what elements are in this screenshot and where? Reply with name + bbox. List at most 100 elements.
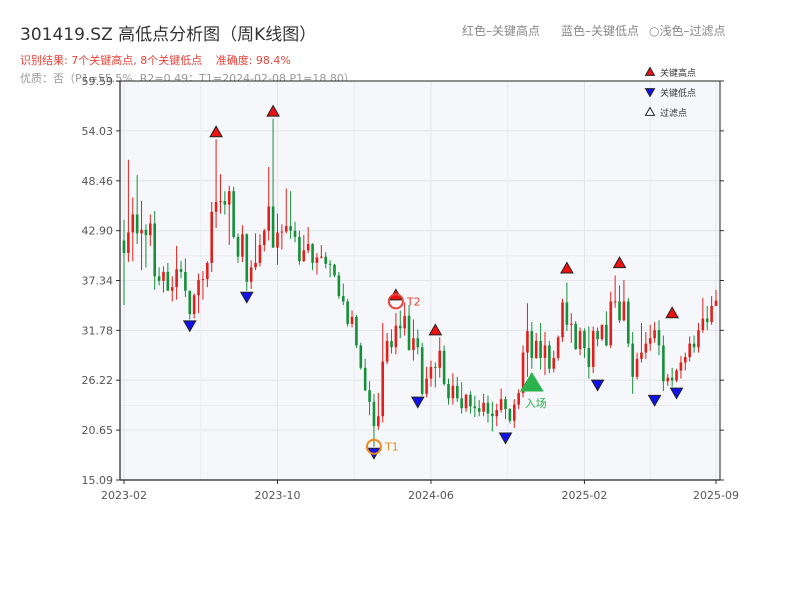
candle	[561, 298, 564, 342]
legend-filtered-light: ○浅色–过滤点	[649, 24, 726, 38]
candle	[280, 224, 284, 250]
candle	[166, 262, 170, 291]
candle	[486, 395, 490, 423]
candle-body	[574, 323, 577, 350]
candle	[526, 303, 529, 377]
candle-body	[197, 279, 200, 296]
candle-body	[688, 343, 691, 358]
candle	[447, 378, 450, 405]
candle	[587, 326, 591, 379]
candle-body	[245, 234, 249, 282]
candle	[473, 395, 477, 418]
candle	[293, 221, 297, 243]
candle	[565, 282, 569, 332]
candle-body	[714, 300, 718, 306]
candle	[394, 313, 398, 355]
candle-body	[451, 385, 455, 399]
candle	[697, 323, 700, 353]
entry-label: 入场	[525, 396, 547, 410]
candle-body	[508, 409, 512, 421]
candle	[276, 213, 279, 265]
candle-body	[127, 232, 130, 254]
candle-body	[464, 394, 468, 409]
candle-body	[407, 315, 411, 350]
candle	[605, 311, 608, 347]
candle-body	[648, 338, 652, 344]
candle	[670, 367, 674, 387]
candle	[197, 273, 200, 314]
candle-body	[684, 357, 687, 363]
candle	[227, 185, 231, 245]
candle-body	[434, 366, 437, 368]
candle-body	[355, 316, 358, 346]
turning-point-ring	[387, 293, 404, 310]
candle-body	[705, 318, 709, 323]
candle	[184, 258, 187, 297]
candle-body	[254, 262, 257, 268]
candle-body	[306, 244, 310, 251]
candle-body	[341, 296, 345, 302]
candle-body	[267, 206, 271, 231]
legend-key-low-label: 关键低点	[660, 87, 696, 99]
candle-body	[346, 301, 349, 324]
candle	[653, 322, 656, 343]
candle-body	[548, 345, 551, 369]
key-low-marker	[647, 394, 662, 407]
candle	[315, 253, 319, 275]
candle-body	[359, 345, 363, 368]
candle-body	[552, 357, 556, 369]
candle-body	[249, 267, 253, 282]
candle-body	[385, 340, 389, 362]
y-tick-label: 15.09	[82, 474, 114, 487]
candle	[302, 235, 306, 263]
candle	[705, 305, 709, 331]
candle	[714, 289, 718, 306]
candle-body	[333, 264, 336, 276]
legend-filtered-marker	[644, 106, 656, 116]
candle	[548, 340, 551, 374]
candle-body	[381, 361, 385, 417]
key-high-marker	[612, 256, 627, 269]
x-tick-label: 2024-06	[408, 489, 454, 502]
candle	[460, 382, 463, 414]
x-tick-label: 2025-02	[561, 489, 607, 502]
entry-marker	[519, 372, 544, 392]
candle-body	[613, 301, 617, 303]
chart-title: 301419.SZ 高低点分析图（周K线图）	[20, 25, 317, 45]
candle	[631, 331, 634, 394]
x-tick-label: 2023-02	[101, 489, 147, 502]
candle	[412, 319, 415, 361]
key-high-marker	[428, 323, 443, 336]
candle-body	[512, 404, 516, 421]
candle	[249, 260, 253, 289]
legend-filtered-label: 过滤点	[660, 107, 687, 119]
candle-body	[482, 402, 485, 412]
candle	[175, 245, 178, 300]
candle-body	[469, 394, 472, 407]
candle	[271, 118, 275, 248]
candle-body	[442, 350, 446, 384]
candle	[267, 166, 271, 241]
turning-point-label: T2	[406, 295, 421, 308]
candle-body	[315, 257, 319, 263]
candle	[438, 337, 442, 378]
candle	[135, 175, 139, 245]
candle	[149, 214, 152, 246]
candle-body	[210, 211, 214, 263]
candle-body	[201, 279, 205, 281]
candle	[517, 389, 520, 410]
candle-body	[543, 345, 547, 358]
candle	[390, 329, 393, 354]
y-tick-label: 59.59	[82, 75, 114, 88]
result-count-text: 识别结果: 7个关键高点, 8个关键低点	[20, 54, 203, 67]
candle-body	[350, 316, 354, 324]
candle-body	[227, 191, 231, 205]
candle	[337, 271, 341, 299]
candle-body	[298, 236, 301, 262]
candle	[311, 243, 314, 271]
candle-body	[635, 358, 639, 377]
candle-body	[153, 223, 156, 277]
candle-body	[473, 406, 477, 409]
candle	[692, 335, 696, 353]
candle-body	[521, 352, 525, 393]
